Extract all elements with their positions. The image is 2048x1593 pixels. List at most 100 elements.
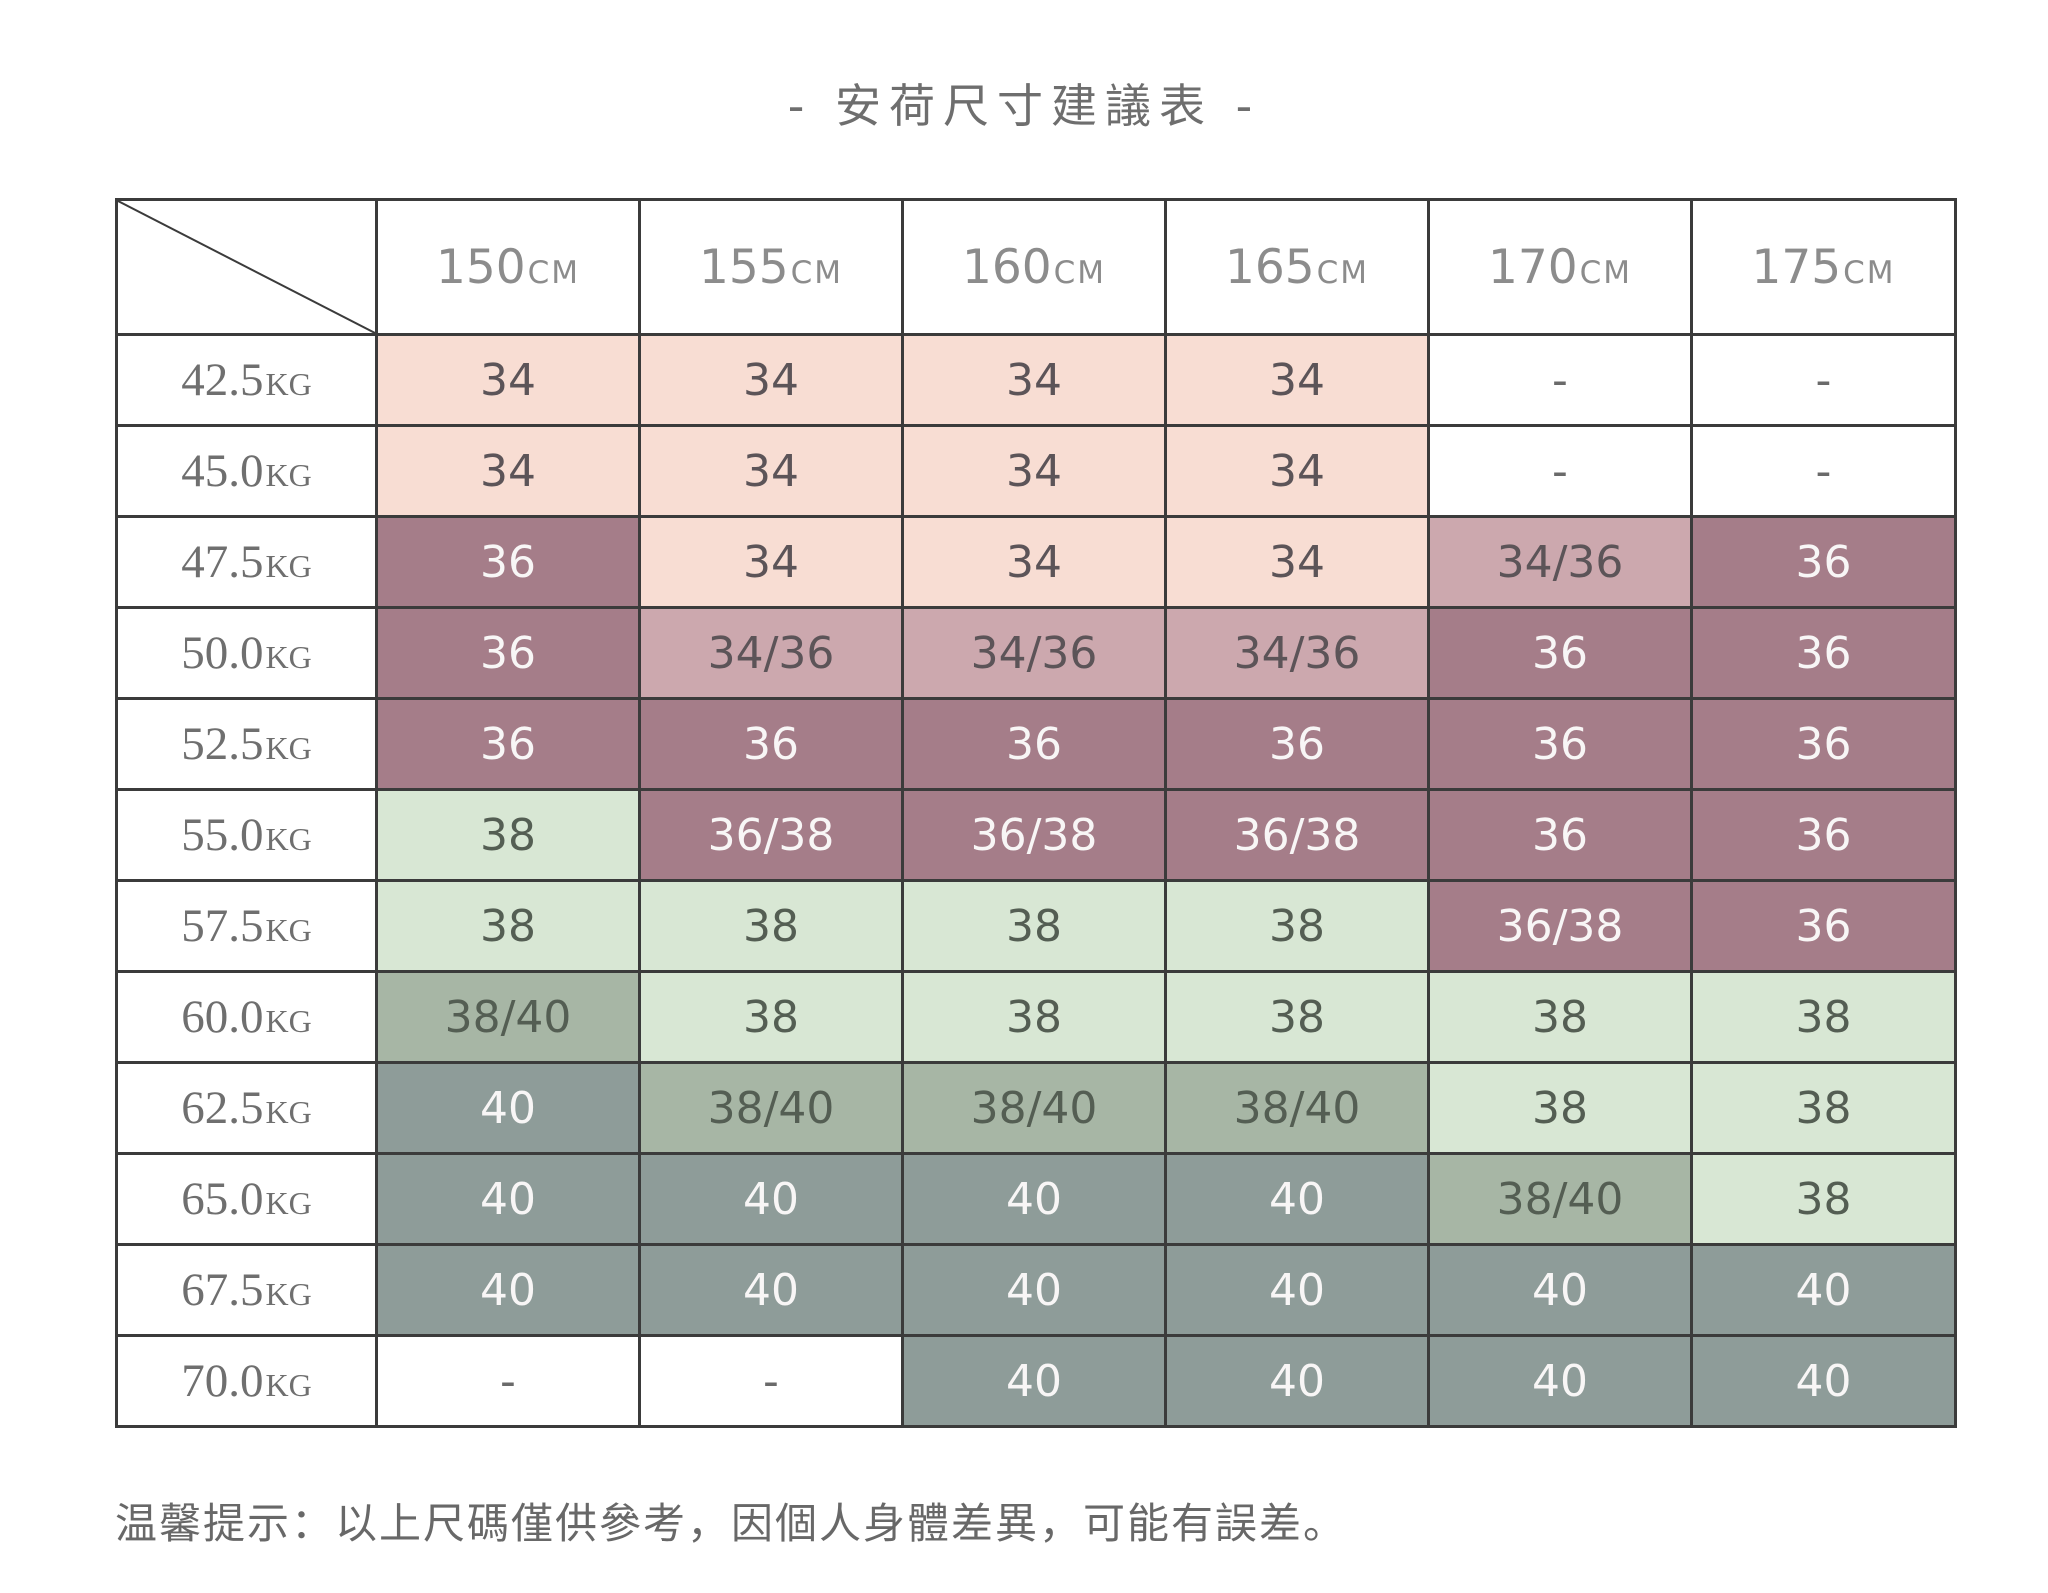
weight-unit: KG	[265, 730, 312, 766]
col-header-155cm: 155CM	[638, 198, 904, 336]
size-cell: 34	[1164, 424, 1430, 518]
size-cell: 36	[1690, 697, 1957, 791]
row-header-42.5kg: 42.5KG	[115, 333, 378, 427]
weight-unit: KG	[265, 1003, 312, 1039]
row-header-52.5kg: 52.5KG	[115, 697, 378, 791]
size-cell: 38	[1690, 1152, 1957, 1246]
size-cell: 36/38	[638, 788, 904, 882]
weight-value: 45.0	[181, 445, 264, 497]
weight-value: 42.5	[181, 354, 264, 406]
size-cell: 36/38	[1164, 788, 1430, 882]
size-cell: 40	[1427, 1334, 1693, 1428]
height-value: 165	[1224, 239, 1315, 295]
size-cell: 40	[901, 1152, 1167, 1246]
size-cell: 34	[901, 424, 1167, 518]
size-cell: 36	[1690, 879, 1957, 973]
size-cell: 38	[375, 879, 641, 973]
row-header-57.5kg: 57.5KG	[115, 879, 378, 973]
size-cell: 38/40	[638, 1061, 904, 1155]
size-cell: 34/36	[1164, 606, 1430, 700]
size-cell: 34	[638, 424, 904, 518]
size-cell: 36	[375, 515, 641, 609]
size-cell: 38	[1164, 879, 1430, 973]
size-cell: 34	[1164, 515, 1430, 609]
size-cell: 38/40	[1427, 1152, 1693, 1246]
row-header-50.0kg: 50.0KG	[115, 606, 378, 700]
size-cell: 38	[1164, 970, 1430, 1064]
size-cell: 40	[1690, 1243, 1957, 1337]
table-row: 57.5KG 38 38 38 38 36/38 36	[115, 879, 1957, 973]
size-cell: 40	[1164, 1152, 1430, 1246]
size-cell: 34/36	[638, 606, 904, 700]
height-value: 160	[961, 239, 1052, 295]
size-cell: -	[1690, 424, 1957, 518]
row-header-55.0kg: 55.0KG	[115, 788, 378, 882]
weight-value: 60.0	[181, 991, 264, 1043]
size-cell: -	[1690, 333, 1957, 427]
size-cell: 34/36	[901, 606, 1167, 700]
size-cell: 34	[638, 333, 904, 427]
weight-unit: KG	[265, 912, 312, 948]
size-cell: 38	[1690, 1061, 1957, 1155]
size-cell: 38	[901, 879, 1167, 973]
weight-value: 70.0	[181, 1355, 264, 1407]
row-header-62.5kg: 62.5KG	[115, 1061, 378, 1155]
size-cell: 34	[901, 333, 1167, 427]
col-header-170cm: 170CM	[1427, 198, 1693, 336]
size-table: 150CM 155CM 160CM 165CM 170CM 175CM 42.5KG 34 3…	[115, 198, 1957, 1428]
size-cell: 36	[638, 697, 904, 791]
col-header-175cm: 175CM	[1690, 198, 1957, 336]
size-table-body: 42.5KG 34 34 34 34- -45.0KG 34 34 34 34- -47.5KG 36…	[115, 333, 1957, 1428]
size-cell: 40	[375, 1243, 641, 1337]
size-cell: 36	[375, 697, 641, 791]
height-value: 170	[1487, 239, 1578, 295]
col-header-165cm: 165CM	[1164, 198, 1430, 336]
size-cell: 40	[901, 1334, 1167, 1428]
table-row: 55.0KG 38 36/38 36/38 36/38 36 36	[115, 788, 1957, 882]
size-cell: 38	[1427, 970, 1693, 1064]
size-cell: 36	[1427, 788, 1693, 882]
row-header-60.0kg: 60.0KG	[115, 970, 378, 1064]
weight-value: 65.0	[181, 1173, 264, 1225]
weight-value: 50.0	[181, 627, 264, 679]
table-row: 67.5KG 40 40 40 40 40 40	[115, 1243, 1957, 1337]
size-cell: 38	[638, 970, 904, 1064]
table-row: 52.5KG 36 36 36 36 36 36	[115, 697, 1957, 791]
size-cell: 38/40	[1164, 1061, 1430, 1155]
diagonal-divider-icon	[118, 201, 375, 333]
height-value: 155	[698, 239, 789, 295]
weight-unit: KG	[265, 1185, 312, 1221]
size-cell: 40	[1427, 1243, 1693, 1337]
size-cell: -	[1427, 424, 1693, 518]
size-cell: 34	[375, 424, 641, 518]
size-cell: 36	[1164, 697, 1430, 791]
size-cell: 38	[901, 970, 1167, 1064]
row-header-45.0kg: 45.0KG	[115, 424, 378, 518]
weight-value: 47.5	[181, 536, 264, 588]
row-header-70.0kg: 70.0KG	[115, 1334, 378, 1428]
table-row: 45.0KG 34 34 34 34- -	[115, 424, 1957, 518]
table-row: 42.5KG 34 34 34 34- -	[115, 333, 1957, 427]
weight-unit: KG	[265, 639, 312, 675]
size-cell: 34/36	[1427, 515, 1693, 609]
page-title: - 安荷尺寸建議表 -	[787, 79, 1261, 133]
height-unit: CM	[1316, 254, 1370, 291]
table-row: 60.0KG 38/40 38 38 38 38 38	[115, 970, 1957, 1064]
corner-cell	[115, 198, 378, 336]
size-cell: 36	[901, 697, 1167, 791]
col-header-150cm: 150CM	[375, 198, 641, 336]
size-cell: 40	[638, 1243, 904, 1337]
height-unit: CM	[1579, 254, 1633, 291]
size-cell: -	[1427, 333, 1693, 427]
size-cell: 36	[1427, 606, 1693, 700]
size-cell: 34	[901, 515, 1167, 609]
weight-value: 62.5	[181, 1082, 264, 1134]
height-unit: CM	[1053, 254, 1107, 291]
weight-value: 55.0	[181, 809, 264, 861]
size-cell: 34	[1164, 333, 1430, 427]
weight-value: 52.5	[181, 718, 264, 770]
size-cell: 38	[375, 788, 641, 882]
weight-unit: KG	[265, 548, 312, 584]
table-row: 62.5KG 40 38/40 38/40 38/40 38 38	[115, 1061, 1957, 1155]
